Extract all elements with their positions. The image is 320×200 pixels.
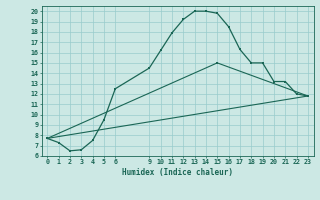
X-axis label: Humidex (Indice chaleur): Humidex (Indice chaleur) — [122, 168, 233, 177]
